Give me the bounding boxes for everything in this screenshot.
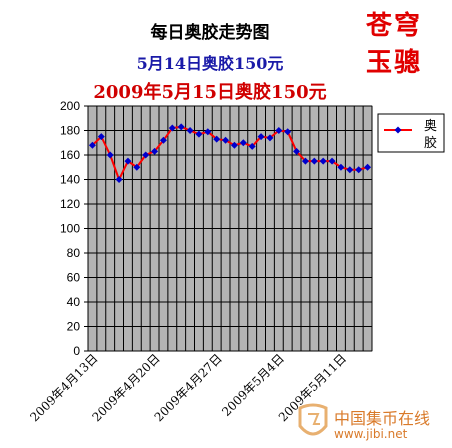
legend-box [377, 113, 445, 153]
data-point [266, 134, 274, 142]
data-point [284, 128, 292, 136]
data-point [301, 157, 309, 165]
y-tick-label: 60 [67, 271, 81, 285]
data-point [293, 147, 301, 155]
watermark-site-name: 中国集币在线 [334, 409, 431, 428]
data-point [168, 124, 176, 132]
data-point [346, 166, 354, 174]
data-point [239, 139, 247, 147]
data-point [133, 163, 141, 171]
x-tick-label: 2009年5月4日 [219, 351, 287, 419]
data-point [106, 151, 114, 159]
data-point [328, 157, 336, 165]
data-point [213, 135, 221, 143]
data-point [142, 151, 150, 159]
watermark-url: www.jibi.net [334, 427, 408, 441]
data-point [248, 142, 256, 150]
data-point [97, 133, 105, 141]
y-tick-label: 100 [60, 222, 80, 236]
data-point [319, 157, 327, 165]
data-point [195, 130, 203, 138]
data-point [364, 163, 372, 171]
data-point [124, 157, 132, 165]
data-point [151, 147, 159, 155]
y-tick-label: 0 [73, 344, 80, 358]
data-point [257, 133, 265, 141]
y-tick-label: 80 [67, 246, 81, 260]
y-tick-label: 200 [60, 99, 80, 113]
legend-marker [394, 126, 402, 134]
y-tick-label: 40 [67, 295, 81, 309]
y-tick-label: 160 [60, 148, 80, 162]
y-tick-label: 20 [67, 320, 81, 334]
y-tick-label: 180 [60, 124, 80, 138]
y-tick-label: 140 [60, 173, 80, 187]
data-point [88, 141, 96, 149]
data-point [230, 141, 238, 149]
data-point [204, 128, 212, 136]
chart-title: 每日奥胶走势图 [150, 23, 270, 43]
y-tick-label: 120 [60, 197, 80, 211]
data-point [177, 123, 185, 131]
data-point [337, 163, 345, 171]
data-point [115, 176, 123, 183]
chart-subtitle-2: 2009年5月15日奥胶150元 [93, 82, 327, 103]
stamp-line-2: 玉骢 [366, 48, 423, 78]
x-tick-label: 2009年4月27日 [152, 351, 225, 424]
data-point [275, 127, 283, 134]
data-point [186, 127, 194, 134]
stamp-line-1: 苍穹 [366, 11, 423, 41]
legend-label: 奥胶 [424, 119, 437, 151]
data-point [310, 157, 318, 165]
data-point [159, 136, 167, 144]
chart-subtitle-1: 5月14日奥胶150元 [136, 54, 284, 73]
data-point [355, 166, 363, 174]
data-point [222, 136, 230, 144]
watermark-logo-icon [298, 403, 328, 436]
